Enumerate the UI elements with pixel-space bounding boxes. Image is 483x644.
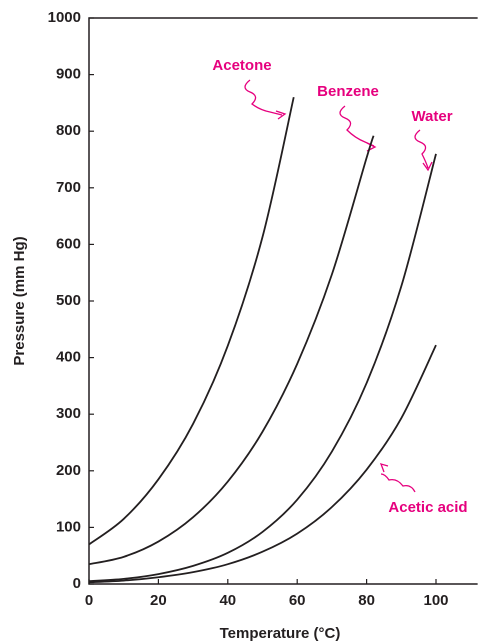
series-label: Water <box>411 108 452 125</box>
arrow <box>339 105 377 152</box>
series-label: Benzene <box>317 83 379 100</box>
x-tick-label: 0 <box>85 592 93 609</box>
y-tick-label: 300 <box>56 405 81 422</box>
line <box>88 97 295 546</box>
line <box>88 135 375 566</box>
y-tick-label: 100 <box>56 518 81 535</box>
x-axis-label: Temperature (°C) <box>220 625 341 642</box>
arrow <box>414 129 433 172</box>
y-tick-label: 1000 <box>48 9 81 26</box>
annotation-arrows <box>244 79 433 493</box>
y-tick-label: 500 <box>56 292 81 309</box>
y-tick-label: 0 <box>73 575 81 592</box>
x-tick-label: 40 <box>219 592 236 609</box>
arrow <box>379 463 416 493</box>
y-axis-label: Pressure (mm Hg) <box>11 236 28 365</box>
x-tick-label: 60 <box>289 592 306 609</box>
y-tick-label: 200 <box>56 462 81 479</box>
y-tick-label: 700 <box>56 179 81 196</box>
y-tick-label: 400 <box>56 349 81 366</box>
line <box>88 344 437 584</box>
y-tick-label: 900 <box>56 66 81 83</box>
series-label: Acetone <box>212 57 271 74</box>
y-tick-label: 600 <box>56 235 81 252</box>
arrow <box>244 79 287 120</box>
x-tick-label: 80 <box>358 592 375 609</box>
y-tick-label: 800 <box>56 122 81 139</box>
x-tick-label: 20 <box>150 592 167 609</box>
x-tick-label: 100 <box>423 592 448 609</box>
line <box>88 153 437 583</box>
series-label: Acetic acid <box>388 499 467 516</box>
